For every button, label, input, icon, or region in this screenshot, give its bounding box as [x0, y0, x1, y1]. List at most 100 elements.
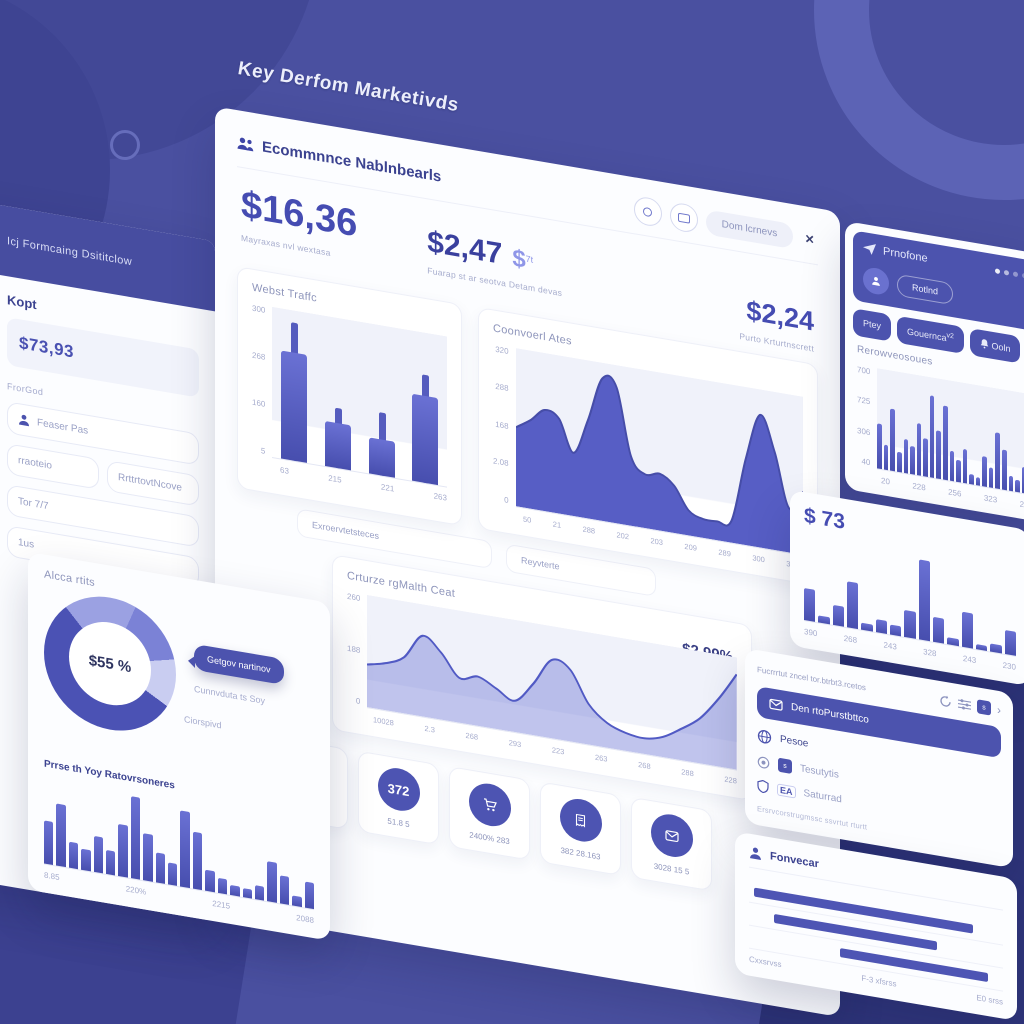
plot-area: 300 268 160 5 — [252, 304, 447, 488]
header-pill-button[interactable]: Dom lcrnevs — [705, 208, 794, 249]
plot-area: 260 188 0 — [347, 592, 737, 771]
record-icon-button[interactable] — [633, 195, 662, 228]
bar — [890, 408, 896, 472]
chevron-right-icon[interactable]: › — [997, 702, 1001, 718]
widget-controls: Rotlnd — [863, 265, 1024, 320]
bar — [975, 644, 988, 651]
bar — [118, 824, 128, 878]
bar — [877, 423, 882, 470]
widget-button-label: Gouernca — [907, 326, 947, 344]
dashboard-title: Ecommnnce Nablnbearls — [262, 137, 442, 186]
bars — [877, 368, 1024, 494]
tick-label: 21 — [552, 519, 562, 530]
bar — [988, 467, 994, 489]
tick-label: E0 srss — [976, 993, 1003, 1007]
tick-label: 40 — [861, 456, 871, 468]
bar-plot — [877, 368, 1024, 496]
bar — [254, 885, 265, 901]
tick-label: 220% — [125, 884, 147, 897]
widget-pill-button[interactable]: Rotlnd — [897, 273, 954, 306]
stat-superscript: 7t — [525, 253, 534, 265]
tick-label: 228 — [724, 774, 737, 786]
candle-body — [368, 437, 395, 478]
bar — [961, 611, 973, 649]
avatar[interactable] — [863, 265, 889, 297]
tick-label: 263 — [594, 752, 608, 764]
tick-label: 256 — [948, 487, 962, 499]
kpi-circle — [559, 795, 602, 845]
main-title-group: Ecommnnce Nablnbearls — [237, 134, 442, 186]
tick-label: 230 — [1002, 660, 1016, 672]
panel-item[interactable]: Pesoe — [757, 728, 1001, 784]
plane-icon — [863, 244, 876, 255]
tick-label: 221 — [380, 482, 395, 494]
bar — [242, 888, 252, 899]
refresh-icon[interactable] — [939, 693, 952, 708]
panel-item[interactable]: EA Saturrad — [757, 779, 1001, 833]
donut-center-label: $55 % — [88, 651, 132, 676]
tick-label: 168 — [495, 419, 509, 431]
panel-item-label: Tesutytis — [800, 762, 839, 781]
list-item[interactable]: Feaser Pas — [7, 401, 199, 466]
bar — [304, 881, 314, 910]
bar-plot — [272, 307, 447, 488]
panel-item-label: Pesoe — [780, 733, 809, 750]
tick-label: 268 — [252, 350, 266, 362]
widget-button-label: Ooln — [991, 340, 1011, 354]
list-item[interactable]: rraoteio — [7, 443, 99, 490]
person-icon — [19, 414, 29, 427]
tick-label: 63 — [280, 465, 289, 476]
tick-label: 223 — [551, 745, 565, 757]
mail-icon — [664, 829, 679, 842]
tick-label: 5 — [260, 446, 266, 456]
bar — [861, 622, 873, 632]
dots-indicator — [995, 267, 1024, 279]
candle-bars — [272, 307, 447, 487]
widget-button-row: Ptey Gouerncav2 Ooln — [853, 308, 1024, 366]
card-icon-button[interactable] — [669, 201, 698, 234]
tag-badge: s — [778, 757, 792, 774]
amount-value: $73,93 — [19, 333, 74, 362]
revenues-chart: Rerowveosoues 700 725 306 40 20 228 256 323 200 — [853, 335, 1024, 513]
tick-label: 2.08 — [493, 456, 509, 468]
bar — [936, 430, 941, 480]
tick-label: 263 — [433, 491, 447, 503]
panel-item[interactable]: s Tesutytis — [757, 754, 1001, 809]
tick-label: 203 — [650, 536, 663, 548]
y-axis: 320 288 168 2.08 0 — [493, 344, 516, 506]
bar — [1004, 630, 1016, 656]
kpi-label: 3028 15 5 — [653, 861, 690, 877]
tick-label: 289 — [718, 547, 731, 559]
tick-label: 268 — [465, 730, 479, 742]
bar — [990, 643, 1002, 654]
tick-label: 320 — [495, 344, 509, 357]
bar — [956, 459, 961, 483]
area-chart — [367, 595, 737, 770]
widget-button-sup: v2 — [946, 332, 954, 341]
candle — [319, 315, 357, 471]
bar — [93, 835, 104, 874]
bar — [949, 450, 955, 482]
bar — [932, 616, 945, 644]
bar — [1015, 479, 1020, 493]
candle-body — [412, 393, 439, 486]
stat-value: $2,47 — [427, 225, 503, 271]
bar — [929, 395, 935, 479]
list-item[interactable]: RrttrtovtNcove — [107, 460, 199, 507]
bar — [155, 852, 166, 884]
bar — [168, 862, 178, 887]
bar — [180, 810, 190, 889]
widget-button[interactable]: Ooln — [969, 328, 1021, 364]
y-axis: 260 188 0 — [347, 592, 367, 707]
tag-badge[interactable]: s — [977, 699, 991, 716]
bar — [279, 875, 290, 905]
tick-label: 10028 — [373, 715, 394, 728]
person-icon — [750, 847, 761, 860]
kpi-value: 372 — [387, 780, 410, 799]
sliders-icon[interactable] — [958, 698, 971, 711]
tick-label: 390 — [804, 626, 818, 639]
cart-icon — [483, 797, 497, 811]
panel-banner[interactable]: Den rtoPurstbttco — [757, 686, 1001, 759]
